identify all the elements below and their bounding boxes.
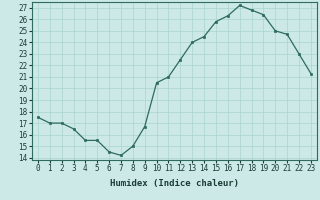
- X-axis label: Humidex (Indice chaleur): Humidex (Indice chaleur): [110, 179, 239, 188]
